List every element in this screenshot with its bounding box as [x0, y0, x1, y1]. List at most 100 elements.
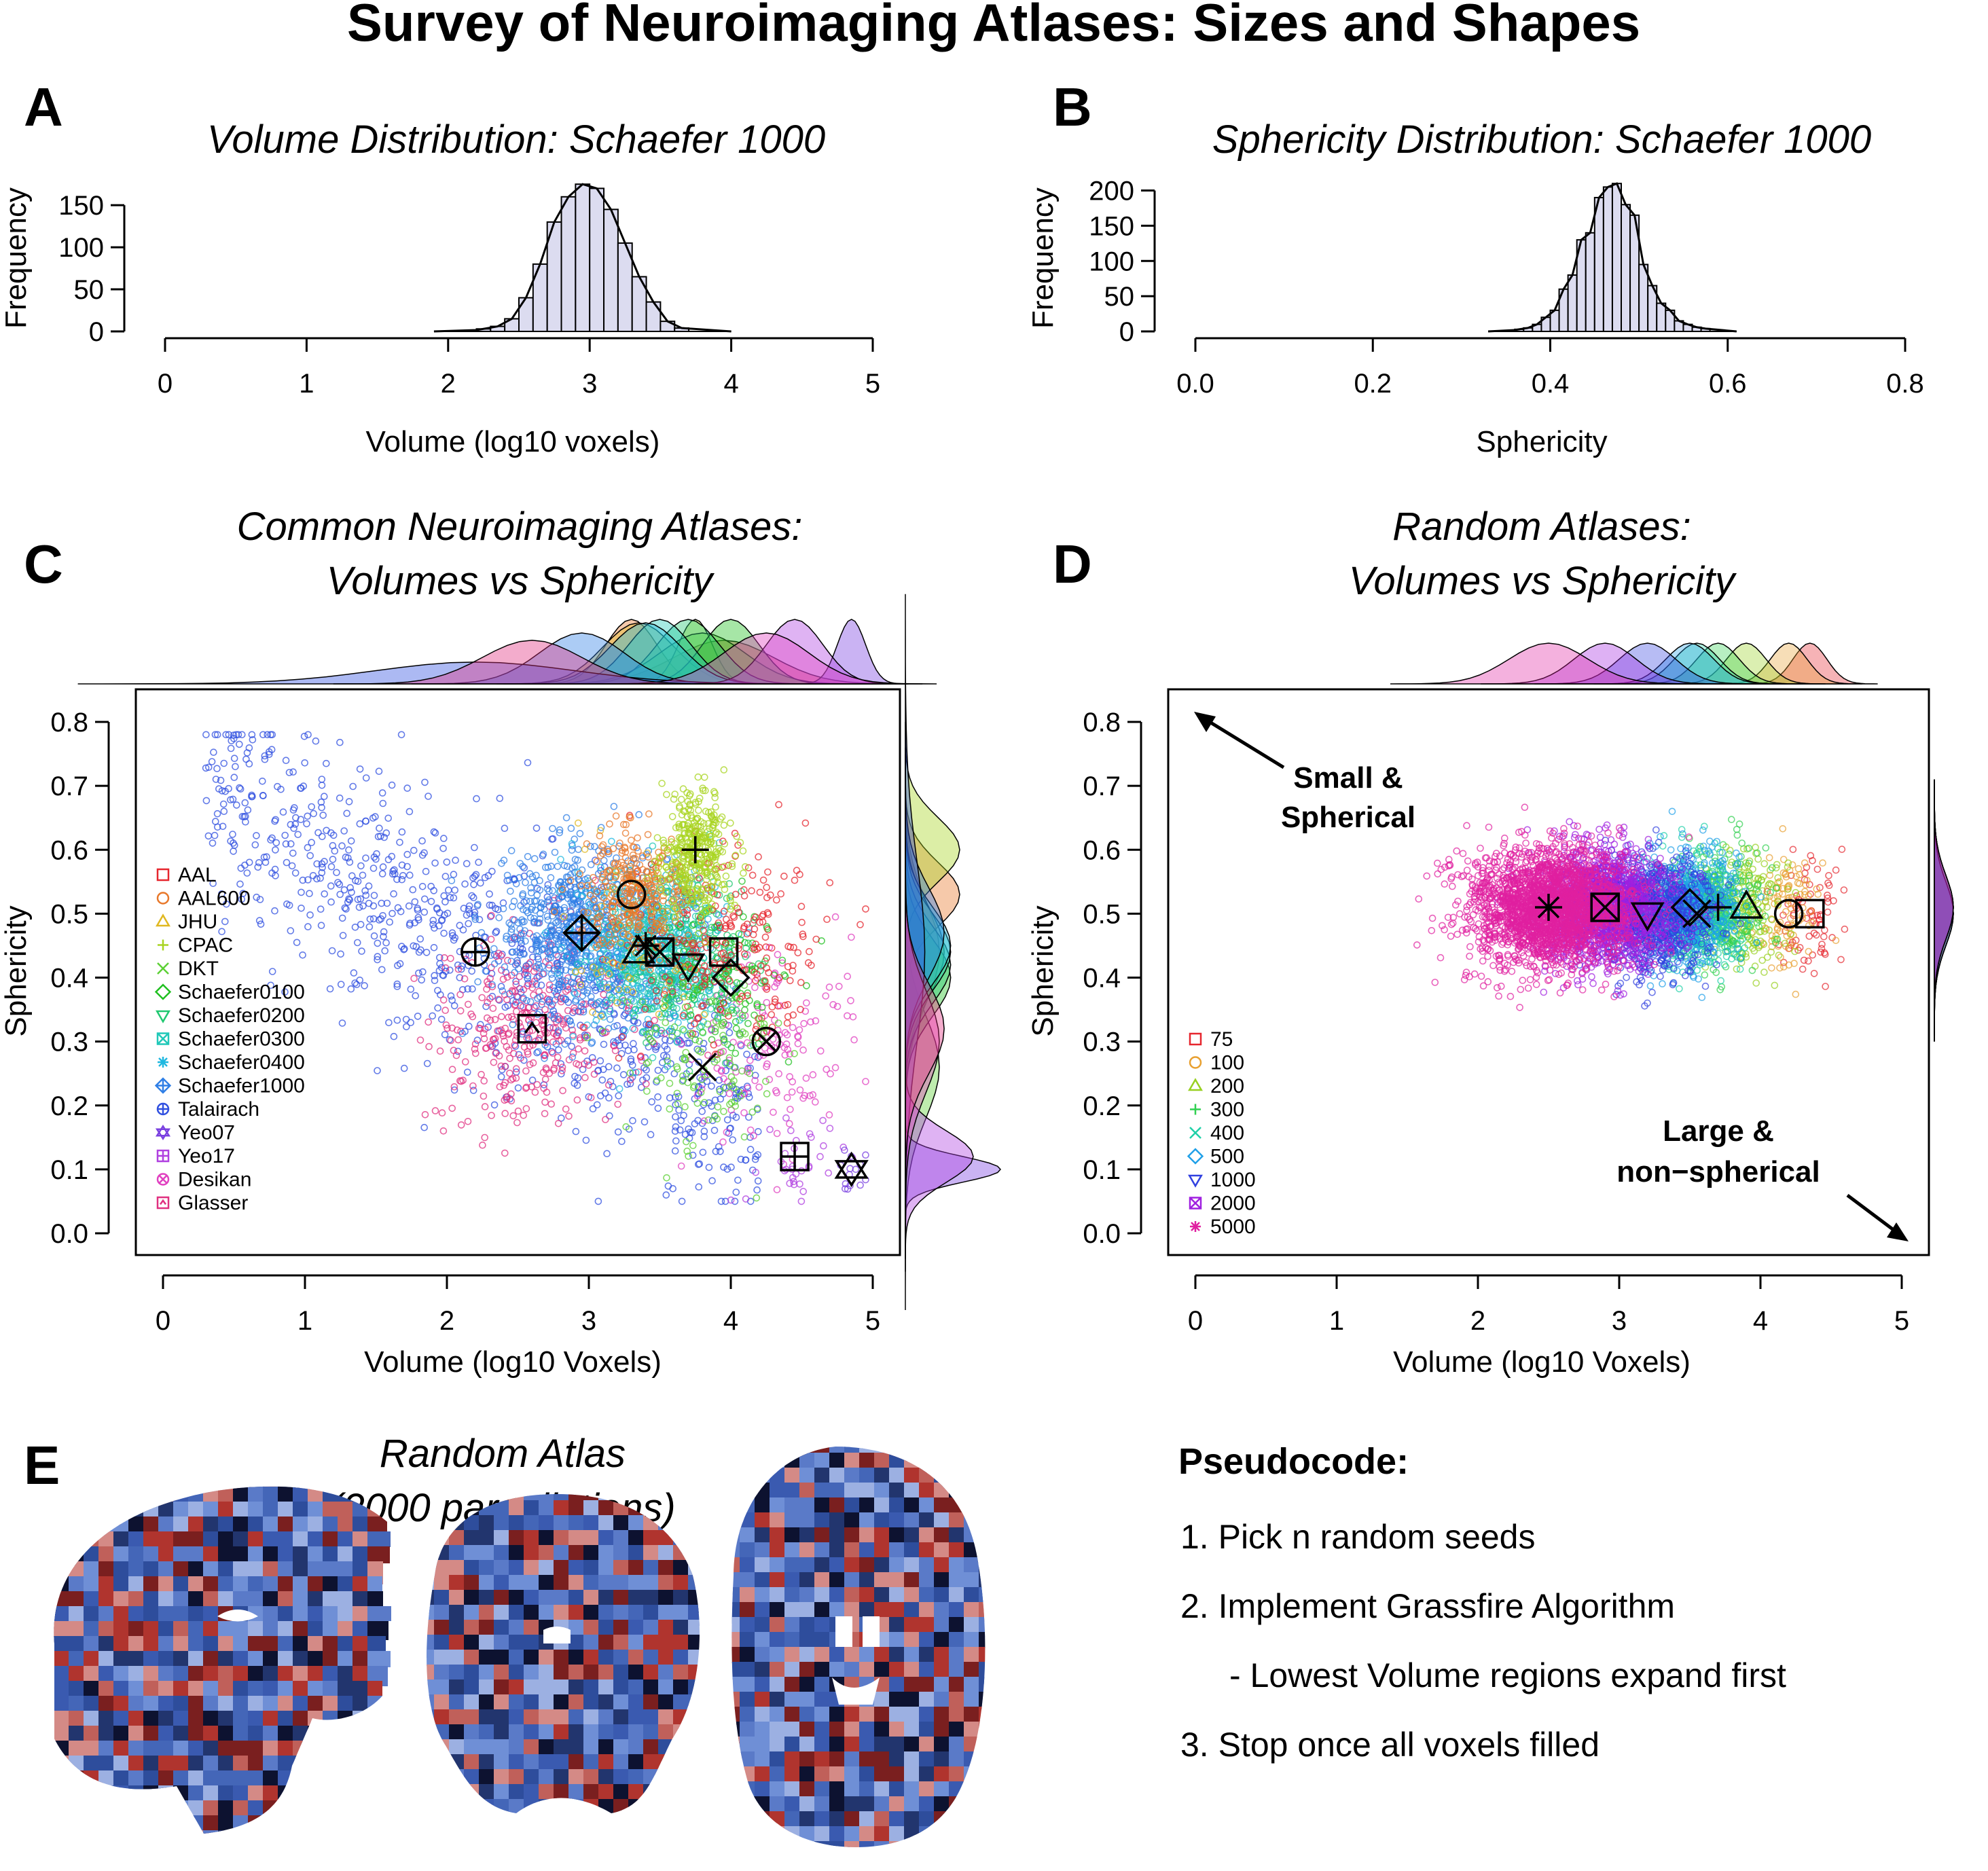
- data-point: [501, 1078, 509, 1087]
- data-point: [775, 801, 782, 809]
- density-curve: [1487, 182, 1737, 333]
- data-point: [343, 810, 351, 817]
- data-point: [450, 1083, 458, 1091]
- data-point: [862, 1151, 869, 1159]
- x-tick-label: 1: [297, 1306, 312, 1336]
- data-point: [695, 806, 702, 814]
- data-point: [429, 1012, 437, 1020]
- data-point: [531, 1088, 539, 1096]
- pseudocode-heading: Pseudocode:: [1178, 1441, 1409, 1482]
- data-point: [410, 975, 418, 982]
- data-point: [525, 1016, 533, 1024]
- data-point: [285, 769, 293, 776]
- data-point: [501, 824, 509, 832]
- data-point: [831, 1064, 839, 1072]
- data-point: [211, 731, 219, 739]
- data-point: [672, 1093, 679, 1101]
- data-point: [552, 1032, 560, 1039]
- data-point: [345, 798, 353, 805]
- data-point: [587, 860, 595, 869]
- data-point: [362, 854, 369, 862]
- data-point: [826, 879, 834, 887]
- data-point: [439, 1127, 448, 1135]
- data-point: [799, 1046, 807, 1054]
- data-point: [374, 939, 382, 947]
- data-point: [1760, 968, 1768, 976]
- data-point: [524, 853, 532, 860]
- data-point: [222, 731, 230, 739]
- data-point: [488, 1112, 495, 1119]
- data-point: [477, 1070, 485, 1078]
- legend-marker: [156, 868, 170, 882]
- data-point: [695, 1161, 702, 1168]
- data-point: [543, 1066, 550, 1074]
- panel-e-title-line1: Random Atlas: [380, 1432, 626, 1476]
- data-point: [283, 858, 291, 867]
- data-point: [614, 1100, 622, 1108]
- data-point: [614, 1128, 622, 1136]
- data-point: [756, 888, 764, 896]
- data-point: [424, 793, 432, 800]
- panel-c-scatter: AALAAL600JHUCPACDKTSchaefer0100Schaefer0…: [50, 594, 1002, 1336]
- pseudocode-line-1: 1. Pick n random seeds: [1180, 1518, 1536, 1556]
- data-point: [835, 983, 843, 990]
- data-point: [337, 950, 344, 958]
- data-point: [643, 1087, 651, 1095]
- data-point: [533, 1049, 541, 1057]
- data-point: [763, 884, 770, 891]
- x-tick-label: 5: [865, 369, 880, 399]
- data-point: [369, 865, 378, 872]
- data-point: [319, 864, 326, 871]
- data-point: [416, 1036, 424, 1044]
- data-point: [506, 1055, 513, 1062]
- data-point: [370, 892, 378, 899]
- panel-a-title: Volume Distribution: Schaefer 1000: [207, 117, 825, 162]
- data-point: [1792, 990, 1800, 998]
- data-point: [1701, 971, 1709, 979]
- data-point: [549, 824, 556, 833]
- data-point: [806, 1092, 814, 1100]
- data-point: [517, 1054, 524, 1062]
- data-point: [511, 1041, 518, 1049]
- data-point: [1763, 953, 1771, 961]
- data-point: [509, 987, 517, 996]
- data-point: [464, 1000, 472, 1009]
- data-point: [823, 915, 831, 923]
- data-point: [708, 1177, 716, 1184]
- data-point: [243, 869, 251, 877]
- data-point: [365, 923, 374, 931]
- data-point: [441, 911, 448, 919]
- data-point: [420, 895, 429, 903]
- legend-label: Schaefer0200: [178, 1004, 305, 1027]
- data-point: [615, 1092, 623, 1100]
- data-point: [698, 1081, 706, 1089]
- panel-d-xlabel: Volume (log10 Voxels): [1393, 1345, 1691, 1379]
- data-point: [720, 766, 728, 774]
- data-point: [705, 1163, 713, 1171]
- data-point: [271, 907, 278, 915]
- data-point: [722, 1067, 729, 1074]
- data-point: [494, 949, 503, 958]
- data-point: [211, 831, 219, 839]
- legend: AALAAL600JHUCPACDKTSchaefer0100Schaefer0…: [154, 864, 305, 1214]
- data-point: [717, 1197, 725, 1205]
- data-point: [351, 924, 359, 931]
- data-point: [512, 977, 520, 985]
- data-point: [457, 1028, 465, 1035]
- data-point: [338, 842, 346, 850]
- data-point: [411, 898, 419, 906]
- data-point: [556, 945, 564, 953]
- data-point: [442, 1021, 450, 1029]
- data-point: [731, 1049, 740, 1057]
- data-point: [606, 1112, 613, 1120]
- data-point: [386, 918, 394, 926]
- data-point: [340, 886, 348, 894]
- data-point: [297, 905, 305, 912]
- data-point: [488, 867, 496, 875]
- data-point: [598, 1076, 607, 1084]
- data-point: [230, 774, 238, 781]
- data-point: [444, 886, 452, 894]
- data-point: [218, 787, 226, 795]
